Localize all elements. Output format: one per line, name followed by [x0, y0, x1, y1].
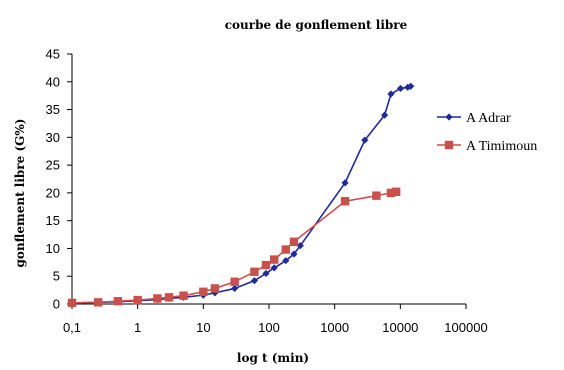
data-point-a-adrar	[290, 250, 298, 258]
data-point-a-timimoun	[164, 293, 174, 302]
data-point-a-timimoun	[93, 298, 103, 307]
plot-area: 0 5 10 15 20 25 30 35 40 45 0,1 1 10 100 1000 10000 1000…	[46, 47, 488, 336]
series-a-adrar	[68, 82, 415, 307]
data-point-a-timimoun	[153, 294, 162, 303]
y-tick-label: 0	[53, 297, 60, 312]
x-tick-label: 10	[196, 320, 210, 335]
data-point-a-timimoun	[261, 260, 271, 270]
data-point-a-adrar	[407, 82, 415, 90]
chart-title: courbe de gonflement libre	[225, 18, 408, 32]
data-point-a-adrar	[396, 84, 405, 93]
x-tick-label: 0,1	[63, 320, 81, 335]
data-point-a-timimoun	[372, 191, 381, 200]
data-point-a-timimoun	[391, 187, 401, 196]
y-tick-label: 15	[46, 213, 60, 228]
data-point-a-adrar	[296, 242, 304, 250]
y-tick-label: 10	[46, 241, 60, 256]
legend: A Adrar A Timimoun	[437, 111, 537, 154]
data-point-a-timimoun	[281, 245, 290, 254]
x-tick-label: 100	[258, 320, 280, 335]
legend-marker	[444, 140, 454, 150]
series-line-a-adrar	[71, 85, 412, 304]
data-point-a-adrar	[250, 277, 259, 285]
data-point-a-adrar	[387, 90, 395, 98]
data-point-a-timimoun	[289, 237, 299, 246]
data-point-a-adrar	[361, 136, 369, 144]
y-tick-label: 45	[46, 47, 60, 62]
x-axis-title: log t (min)	[237, 351, 309, 365]
data-point-a-timimoun	[386, 188, 396, 198]
data-point-a-timimoun	[250, 267, 259, 276]
data-point-a-timimoun	[113, 297, 123, 306]
data-point-a-adrar	[262, 269, 270, 278]
x-tick-label: 1000	[320, 320, 349, 335]
data-point-a-adrar	[231, 284, 239, 293]
legend-label: A Adrar	[466, 111, 511, 126]
data-point-a-timimoun	[230, 277, 239, 286]
data-point-a-adrar	[282, 257, 290, 265]
data-point-a-adrar	[381, 111, 389, 119]
y-tick-label: 25	[46, 158, 60, 173]
y-tick-label: 5	[53, 269, 60, 284]
legend-item-a-adrar: A Adrar	[437, 111, 511, 126]
data-point-a-timimoun	[133, 295, 142, 305]
data-point-a-adrar	[211, 289, 219, 297]
data-point-a-timimoun	[269, 255, 279, 264]
data-point-a-timimoun	[199, 287, 208, 296]
legend-item-a-timimoun: A Timimoun	[437, 139, 537, 154]
legend-marker	[445, 113, 453, 121]
series-a-timimoun	[67, 187, 401, 308]
y-tick-label: 35	[46, 102, 60, 117]
y-tick-label: 20	[46, 185, 60, 200]
y-tick-label: 30	[46, 130, 60, 145]
x-tick-label: 10000	[382, 320, 418, 335]
y-tick-label: 40	[46, 74, 60, 89]
data-point-a-adrar	[270, 264, 278, 272]
data-point-a-adrar	[341, 179, 349, 187]
data-point-a-timimoun	[67, 298, 77, 308]
y-axis-title: gonflement libre (G%)	[13, 119, 27, 268]
x-tick-label: 1	[134, 320, 141, 335]
data-point-a-timimoun	[340, 197, 350, 206]
data-point-a-timimoun	[210, 284, 220, 293]
data-point-a-timimoun	[179, 291, 188, 300]
legend-label: A Timimoun	[466, 139, 537, 154]
x-tick-label: 100000	[444, 320, 487, 335]
